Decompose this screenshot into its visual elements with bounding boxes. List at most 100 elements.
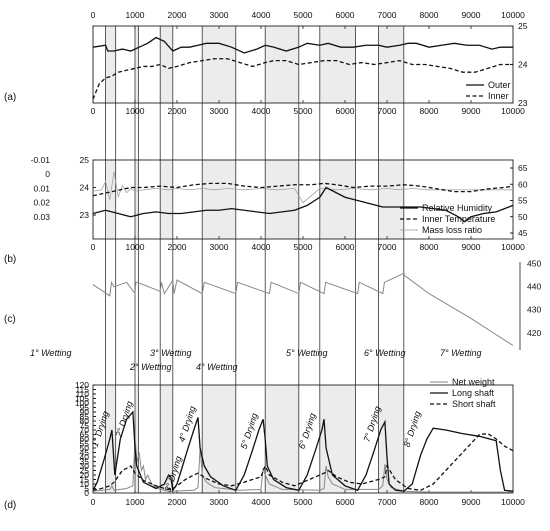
wetting-label-2: 2° Wetting: [129, 362, 171, 372]
wetting-band-b-2: [135, 160, 139, 239]
wetting-band-d-3: [160, 385, 173, 493]
d-y-tick-label-100: 100: [75, 398, 89, 408]
b-bottom-x-tick-label-5000: 5000: [294, 242, 313, 252]
d-y-tick-label-50: 50: [80, 443, 90, 453]
d-y-tick-label-115: 115: [75, 385, 89, 395]
d-y-tick-label-120: 120: [75, 380, 89, 390]
b-mass-tick-label-4: 0.03: [33, 212, 50, 222]
d-y-tick-label-85: 85: [80, 412, 90, 422]
d-bottom-x-tick-label-0: 0: [91, 497, 96, 507]
c-y-tick-label-440: 440: [527, 282, 541, 292]
b-bottom-x-tick-label-8000: 8000: [420, 242, 439, 252]
d-series-short-shaft: [92, 432, 514, 491]
b-bottom-x-tick-label-6000: 6000: [336, 242, 355, 252]
d-y-tick-label-60: 60: [80, 434, 90, 444]
wetting-band-b-6: [319, 160, 356, 239]
d-y-tick-label-35: 35: [80, 457, 90, 467]
a-y-tick-label-23: 23: [518, 98, 528, 108]
d-legend-label-1: Long shaft: [452, 388, 495, 398]
wetting-band-a-7: [378, 26, 404, 103]
b-mass-tick-label-3: 0.02: [33, 198, 50, 208]
b-mass-tick-label-1: 0: [45, 169, 50, 179]
b-rh-tick-label-65: 65: [518, 163, 528, 173]
a-legend-label-1: Inner: [488, 91, 509, 101]
d-bottom-x-tick-label-6000: 6000: [336, 497, 355, 507]
d-y-tick-label-105: 105: [75, 394, 89, 404]
d-y-tick-label-30: 30: [80, 461, 90, 471]
a-top-x-tick-label-4000: 4000: [252, 10, 271, 20]
a-bottom-x-tick-label-4000: 4000: [252, 106, 271, 116]
b-series-relative-humidity: [92, 186, 514, 223]
drying-label-8: 8° Drying: [402, 410, 423, 448]
a-bottom-x-tick-label-6000: 6000: [336, 106, 355, 116]
a-top-x-tick-label-7000: 7000: [378, 10, 397, 20]
c-y-tick-label-450: 450: [527, 259, 541, 269]
a-bottom-x-tick-label-8000: 8000: [420, 106, 439, 116]
d-y-tick-label-80: 80: [80, 416, 90, 426]
a-bottom-x-tick-label-5000: 5000: [294, 106, 313, 116]
wetting-band-d-1: [105, 385, 116, 493]
a-top-x-tick-label-1000: 1000: [126, 10, 145, 20]
wetting-label-6: 6° Wetting: [364, 348, 405, 358]
a-top-x-tick-label-10000: 10000: [501, 10, 525, 20]
drying-label-4: 4° Drying: [177, 405, 198, 443]
drying-label-2: 2° Drying: [113, 400, 134, 439]
a-legend-label-0: Outer: [488, 80, 511, 90]
b-temp-tick-label-24: 24: [80, 183, 90, 193]
panel-letter-1: (b): [4, 254, 16, 265]
wetting-band-b-1: [105, 160, 116, 239]
b-legend-label-0: Relative Humidity: [422, 203, 493, 213]
d-bottom-x-tick-label-8000: 8000: [420, 497, 439, 507]
d-bottom-x-tick-label-1000: 1000: [126, 497, 145, 507]
c-series-weight: [92, 272, 514, 346]
b-bottom-x-tick-label-3000: 3000: [210, 242, 229, 252]
b-legend-label-2: Mass loss ratio: [422, 225, 482, 235]
wetting-band-d-2: [135, 385, 139, 493]
d-y-tick-label-75: 75: [80, 421, 90, 431]
b-temp-tick-label-25: 25: [80, 155, 90, 165]
wetting-band-b-5: [265, 160, 299, 239]
b-rh-tick-label-45: 45: [518, 228, 528, 238]
a-bottom-x-tick-label-0: 0: [91, 106, 96, 116]
b-bottom-x-tick-label-7000: 7000: [378, 242, 397, 252]
b-bottom-x-tick-label-9000: 9000: [462, 242, 481, 252]
a-top-x-tick-label-9000: 9000: [462, 10, 481, 20]
wetting-band-d-4: [202, 385, 236, 493]
wetting-band-a-2: [135, 26, 139, 103]
d-bottom-x-tick-label-9000: 9000: [462, 497, 481, 507]
b-bottom-x-tick-label-0: 0: [91, 242, 96, 252]
a-y-tick-label-25: 25: [518, 21, 528, 31]
c-y-tick-label-420: 420: [527, 328, 541, 338]
d-bottom-x-tick-label-5000: 5000: [294, 497, 313, 507]
b-series-inner-temperature: [92, 182, 514, 197]
a-top-x-tick-label-6000: 6000: [336, 10, 355, 20]
wetting-label-1: 1° Wetting: [30, 348, 71, 358]
d-y-tick-label-5: 5: [84, 484, 89, 494]
a-bottom-x-tick-label-3000: 3000: [210, 106, 229, 116]
d-bottom-x-tick-label-4000: 4000: [252, 497, 271, 507]
wetting-band-a-5: [265, 26, 299, 103]
d-y-tick-label-90: 90: [80, 407, 90, 417]
b-temp-tick-label-23: 23: [80, 210, 90, 220]
a-y-tick-label-24: 24: [518, 60, 528, 70]
d-y-tick-label-110: 110: [75, 389, 89, 399]
b-rh-tick-label-60: 60: [518, 179, 528, 189]
d-bottom-x-tick-label-3000: 3000: [210, 497, 229, 507]
b-mass-tick-label-2: 0.01: [33, 183, 50, 193]
wetting-label-7: 7° Wetting: [440, 348, 481, 358]
drying-label-6: 6° Drying: [297, 412, 318, 450]
b-rh-tick-label-50: 50: [518, 212, 528, 222]
d-y-tick-label-65: 65: [80, 430, 90, 440]
a-top-x-tick-label-3000: 3000: [210, 10, 229, 20]
a-top-x-tick-label-5000: 5000: [294, 10, 313, 20]
d-y-tick-label-40: 40: [80, 452, 90, 462]
a-bottom-x-tick-label-1000: 1000: [126, 106, 145, 116]
d-y-tick-label-95: 95: [80, 403, 90, 413]
drying-label-5: 5° Drying: [239, 412, 260, 450]
a-series-outer: [92, 36, 513, 54]
d-series-net-weight: [92, 438, 513, 493]
d-y-tick-label-25: 25: [80, 466, 90, 476]
wetting-label-5: 5° Wetting: [286, 348, 327, 358]
d-legend-label-0: Net weight: [452, 377, 495, 387]
